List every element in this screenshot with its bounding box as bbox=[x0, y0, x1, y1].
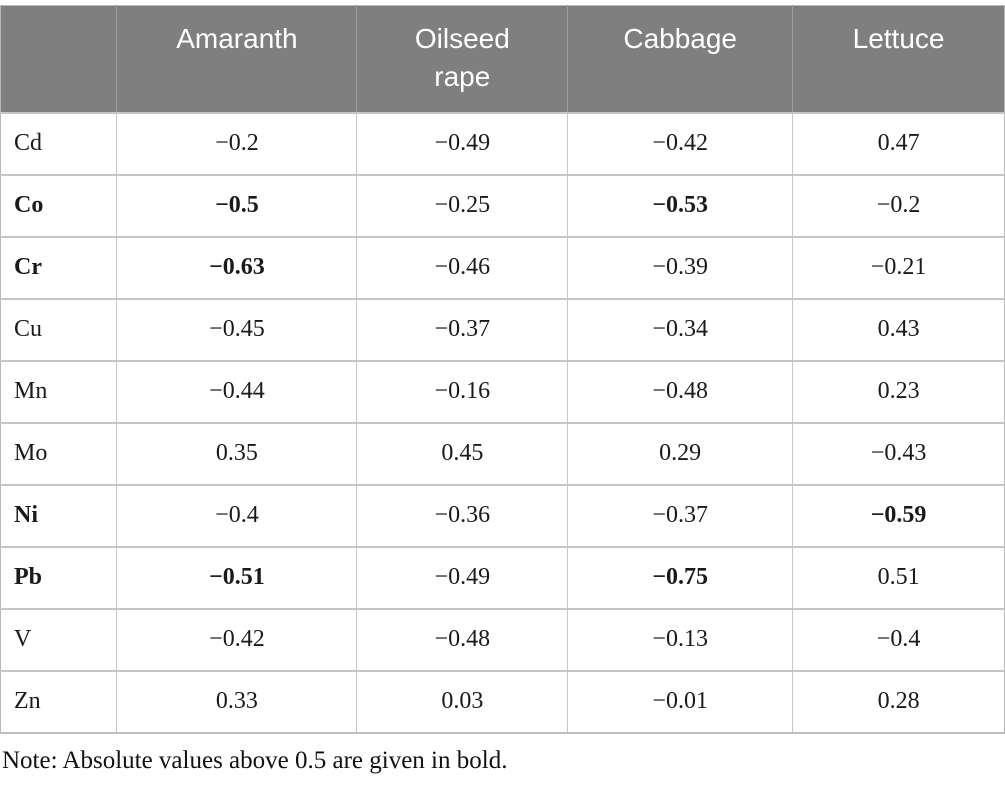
value-cell: −0.43 bbox=[792, 422, 1005, 485]
value-cell: −0.25 bbox=[356, 174, 568, 237]
table-row: Mn −0.44 −0.16 −0.48 0.23 bbox=[0, 360, 1005, 423]
value-cell: −0.5 bbox=[116, 174, 357, 237]
table-row: Cr −0.63 −0.46 −0.39 −0.21 bbox=[0, 236, 1005, 299]
value-cell: −0.37 bbox=[356, 298, 568, 361]
value-cell: −0.49 bbox=[356, 112, 568, 175]
header-cell-empty bbox=[0, 5, 117, 113]
value-cell: 0.43 bbox=[792, 298, 1005, 361]
value-cell: −0.48 bbox=[356, 608, 568, 671]
value-cell: −0.51 bbox=[116, 546, 357, 609]
value-cell: 0.47 bbox=[792, 112, 1005, 175]
header-label: Oilseed rape bbox=[414, 23, 510, 92]
value-cell: −0.4 bbox=[792, 608, 1005, 671]
table-row: Mo 0.35 0.45 0.29 −0.43 bbox=[0, 422, 1005, 485]
value-cell: −0.49 bbox=[356, 546, 568, 609]
value-cell: −0.42 bbox=[116, 608, 357, 671]
value-cell: −0.39 bbox=[567, 236, 793, 299]
element-label: Zn bbox=[0, 670, 117, 733]
value-cell: −0.16 bbox=[356, 360, 568, 423]
table-row: Zn 0.33 0.03 −0.01 0.28 bbox=[0, 670, 1005, 733]
value-cell: −0.01 bbox=[567, 670, 793, 733]
value-cell: 0.28 bbox=[792, 670, 1005, 733]
correlation-table: Amaranth Oilseed rape Cabbage Lettuce Cd… bbox=[0, 5, 1005, 734]
value-cell: −0.21 bbox=[792, 236, 1005, 299]
header-label: Amaranth bbox=[176, 23, 298, 54]
element-label: V bbox=[0, 608, 117, 671]
value-cell: 0.45 bbox=[356, 422, 568, 485]
value-cell: −0.48 bbox=[567, 360, 793, 423]
value-cell: −0.59 bbox=[792, 484, 1005, 547]
table-row: Co −0.5 −0.25 −0.53 −0.2 bbox=[0, 174, 1005, 237]
value-cell: 0.29 bbox=[567, 422, 793, 485]
table-body: Cd −0.2 −0.49 −0.42 0.47 Co −0.5 −0.25 −0.53−… bbox=[0, 112, 1005, 733]
element-label: Cd bbox=[0, 112, 117, 175]
table-row: Ni −0.4 −0.36 −0.37 −0.59 bbox=[0, 484, 1005, 547]
value-cell: −0.63 bbox=[116, 236, 357, 299]
element-label: Mn bbox=[0, 360, 117, 423]
value-cell: −0.44 bbox=[116, 360, 357, 423]
value-cell: −0.46 bbox=[356, 236, 568, 299]
value-cell: −0.75 bbox=[567, 546, 793, 609]
element-label: Pb bbox=[0, 546, 117, 609]
value-cell: −0.45 bbox=[116, 298, 357, 361]
element-label: Cr bbox=[0, 236, 117, 299]
value-cell: −0.4 bbox=[116, 484, 357, 547]
value-cell: 0.23 bbox=[792, 360, 1005, 423]
value-cell: −0.37 bbox=[567, 484, 793, 547]
header-cell-oilseed-rape: Oilseed rape bbox=[356, 5, 568, 113]
value-cell: −0.42 bbox=[567, 112, 793, 175]
table-row: Pb −0.51 −0.49 −0.75 0.51 bbox=[0, 546, 1005, 609]
value-cell: 0.35 bbox=[116, 422, 357, 485]
header-label: Lettuce bbox=[852, 23, 945, 54]
element-label: Mo bbox=[0, 422, 117, 485]
header-cell-cabbage: Cabbage bbox=[567, 5, 793, 113]
value-cell: 0.33 bbox=[116, 670, 357, 733]
table-row: Cu −0.45 −0.37 −0.34 0.43 bbox=[0, 298, 1005, 361]
value-cell: 0.51 bbox=[792, 546, 1005, 609]
header-cell-lettuce: Lettuce bbox=[792, 5, 1005, 113]
value-cell: −0.36 bbox=[356, 484, 568, 547]
value-cell: 0.03 bbox=[356, 670, 568, 733]
value-cell: −0.53 bbox=[567, 174, 793, 237]
element-label: Ni bbox=[0, 484, 117, 547]
value-cell: −0.2 bbox=[116, 112, 357, 175]
element-label: Cu bbox=[0, 298, 117, 361]
value-cell: −0.2 bbox=[792, 174, 1005, 237]
table-row: V −0.42 −0.48 −0.13 −0.4 bbox=[0, 608, 1005, 671]
element-label: Co bbox=[0, 174, 117, 237]
header-label: Cabbage bbox=[623, 23, 737, 54]
table-footnote: Note: Absolute values above 0.5 are give… bbox=[2, 746, 508, 774]
header-cell-amaranth: Amaranth bbox=[116, 5, 357, 113]
table-header-row: Amaranth Oilseed rape Cabbage Lettuce bbox=[0, 5, 1005, 113]
value-cell: −0.13 bbox=[567, 608, 793, 671]
table-row: Cd −0.2 −0.49 −0.42 0.47 bbox=[0, 112, 1005, 175]
value-cell: −0.34 bbox=[567, 298, 793, 361]
